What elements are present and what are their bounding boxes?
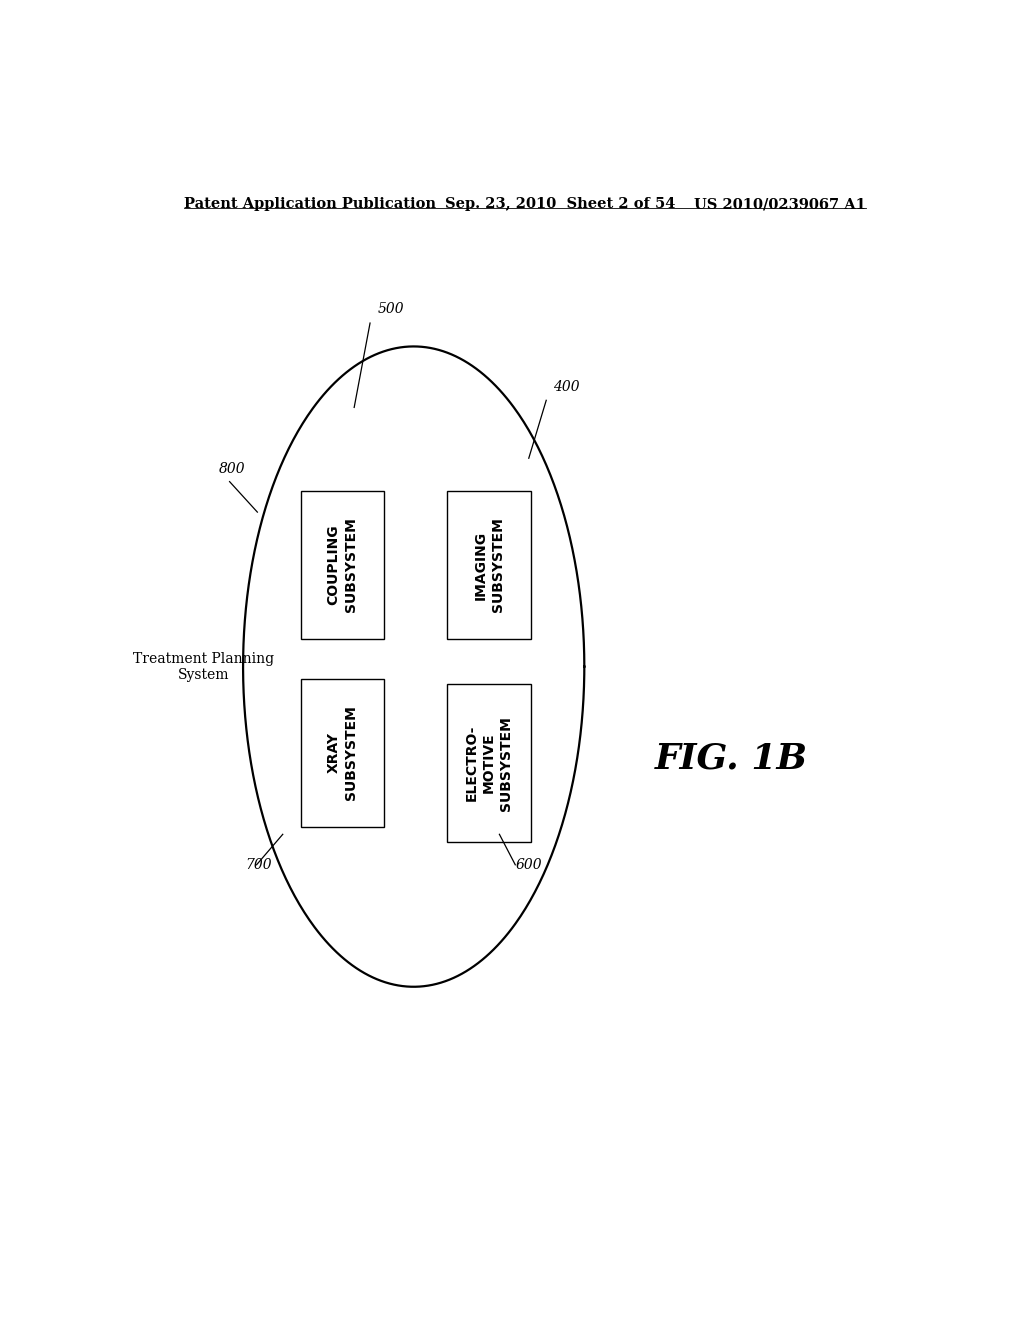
Text: IMAGING
SUBSYSTEM: IMAGING SUBSYSTEM xyxy=(473,517,505,612)
Text: Treatment Planning
System: Treatment Planning System xyxy=(133,652,274,681)
Text: ELECTRO-
MOTIVE
SUBSYSTEM: ELECTRO- MOTIVE SUBSYSTEM xyxy=(465,715,513,810)
Text: Patent Application Publication: Patent Application Publication xyxy=(183,197,435,211)
Text: XRAY
SUBSYSTEM: XRAY SUBSYSTEM xyxy=(327,706,358,800)
Text: FIG. 1B: FIG. 1B xyxy=(654,741,808,775)
Bar xyxy=(447,684,530,842)
Text: 600: 600 xyxy=(515,858,542,873)
Bar xyxy=(301,680,384,826)
Text: 700: 700 xyxy=(246,858,272,873)
Text: COUPLING
SUBSYSTEM: COUPLING SUBSYSTEM xyxy=(327,517,358,612)
Text: 400: 400 xyxy=(553,380,580,395)
Text: US 2010/0239067 A1: US 2010/0239067 A1 xyxy=(694,197,866,211)
Bar xyxy=(301,491,384,639)
Text: 500: 500 xyxy=(378,302,404,315)
Text: Sep. 23, 2010  Sheet 2 of 54: Sep. 23, 2010 Sheet 2 of 54 xyxy=(445,197,676,211)
Text: 800: 800 xyxy=(219,462,246,475)
Bar xyxy=(447,491,530,639)
